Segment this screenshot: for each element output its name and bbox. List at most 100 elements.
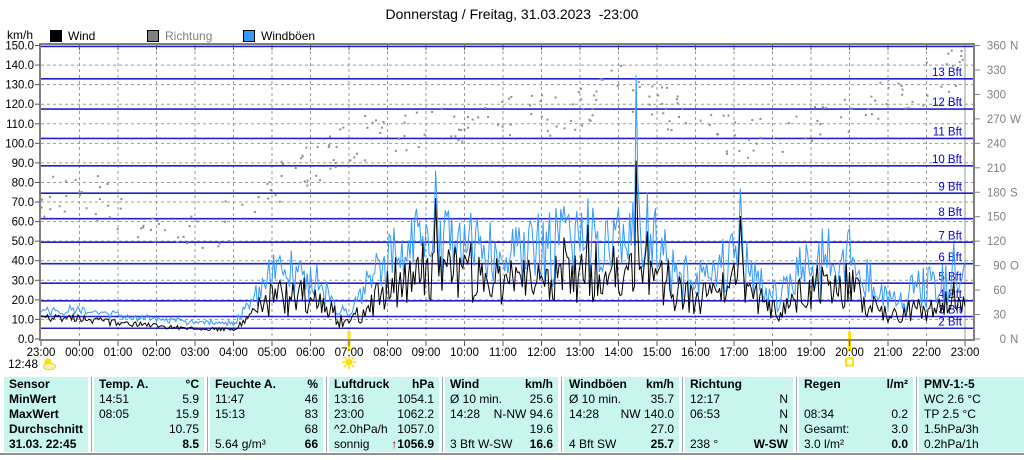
table-column-separator	[204, 377, 210, 452]
table-row-regen-3: 3.0 l/m² 0.0	[799, 437, 913, 452]
table-header-temp: Temp. A. °C	[94, 377, 204, 392]
deg-dir-270: W	[1010, 114, 1021, 126]
y-tick-20: 20.0	[12, 295, 34, 307]
y-tick-90: 90.0	[12, 158, 34, 170]
sunrise-sun-icon	[342, 355, 356, 369]
x-tick-19: 18:00	[758, 347, 787, 359]
bft-label-5: 5 Bft	[938, 271, 962, 283]
y-tick-110: 110.0	[6, 119, 34, 131]
table-row-temp-0: 14:51 5.9	[94, 392, 204, 407]
bft-label-13: 13 Bft	[932, 67, 963, 79]
x-tick-11: 10:00	[450, 347, 479, 359]
table-row-luftdruck-3: sonnig ↑1056.9	[329, 437, 439, 452]
cell-value: 66	[304, 437, 318, 451]
y-tick-30: 30.0	[12, 275, 34, 287]
table-row-temp-1: 08:05 15.9	[94, 407, 204, 422]
deg-tick-60: 60	[993, 285, 1006, 297]
table-column-separator	[558, 377, 564, 452]
x-tick-16: 15:00	[643, 347, 672, 359]
bft-label-2: 2 Bft	[938, 316, 962, 328]
table-row-pmv-1: TP 2.5 °C	[919, 407, 1024, 422]
table-col-luftdruck: Luftdruck hPa 13:16 1054.1 23:00 1062.2 ^2.0hP…	[329, 377, 439, 452]
table-row-sensor-3: 31.03. 22:45	[4, 437, 88, 452]
bft-label-7: 7 Bft	[938, 230, 962, 242]
y-tick-120: 120.0	[5, 99, 34, 111]
table-header-wind: Wind km/h	[445, 377, 558, 392]
bft-label-9: 9 Bft	[938, 181, 962, 193]
cell-label: MaxWert	[9, 407, 59, 421]
table-col-richtung: Richtung 12:17 N 06:53 N N 238 ° W-SW	[685, 377, 793, 452]
bft-label-12: 12 Bft	[932, 97, 963, 109]
x-tick-9: 08:00	[373, 347, 402, 359]
cell-value: 1054.1	[397, 392, 434, 406]
header-label: Temp. A.	[99, 377, 149, 391]
x-tick-22: 21:00	[874, 347, 903, 359]
table-row-richtung-1: 06:53 N	[685, 407, 793, 422]
deg-tick-180: 180	[987, 187, 1006, 199]
cell-value: 15.9	[175, 407, 199, 421]
x-tick-6: 05:00	[258, 347, 287, 359]
direction-legend-swatch	[147, 30, 159, 42]
cell-label: 14:51	[99, 392, 130, 406]
table-row-feuchte-2: 68	[210, 422, 323, 437]
wind-legend-swatch	[50, 30, 62, 42]
table-row-pmv-3: 0.2hPa/1h	[919, 437, 1024, 452]
bft-label-10: 10 Bft	[932, 154, 963, 166]
table-row-richtung-3: 238 ° W-SW	[685, 437, 793, 452]
x-tick-15: 14:00	[604, 347, 633, 359]
y-tick-10: 10.0	[12, 314, 34, 326]
sunshine-duration: 12:48	[8, 357, 56, 371]
cell-value: 1057.0	[397, 422, 434, 436]
deg-dir-0: N	[1010, 334, 1018, 346]
deg-tick-240: 240	[987, 138, 1006, 150]
deg-tick-330: 330	[987, 65, 1006, 77]
cell-label: 5.64 g/m³	[215, 437, 266, 451]
table-col-regen: Regen l/m² 08:34 0.2 Gesamt: 3.0 3.0 l/m² 0.0	[799, 377, 913, 452]
deg-dir-180: S	[1010, 187, 1018, 199]
table-col-windboeen: Windböen km/h Ø 10 min. 35.7 14:28 NW 140.0 27…	[564, 377, 679, 452]
cell-label: ^2.0hPa/h	[334, 422, 388, 436]
header-unit: km/h	[524, 377, 553, 391]
cell-value: 5.9	[182, 392, 199, 406]
cell-value: N-NW 94.6	[493, 407, 553, 421]
table-column-separator	[913, 377, 919, 452]
y-axis-unit-label: km/h	[7, 28, 34, 42]
cell-label: 08:34	[804, 407, 835, 421]
x-tick-2: 01:00	[104, 347, 133, 359]
y-tick-150: 150.0	[5, 41, 34, 53]
cell-label: 15:13	[215, 407, 246, 421]
sunset-square-icon	[845, 357, 854, 367]
table-col-wind: Wind km/h Ø 10 min. 25.6 14:28 N-NW 94.6 19.6 3…	[445, 377, 558, 452]
x-tick-10: 09:00	[412, 347, 441, 359]
table-column-separator	[439, 377, 445, 452]
cell-label: 14:28	[569, 407, 600, 421]
table-row-sensor-2: Durchschnitt	[4, 422, 88, 437]
deg-tick-270: 270	[987, 114, 1006, 126]
x-tick-4: 03:00	[181, 347, 210, 359]
table-row-regen-2: Gesamt: 3.0	[799, 422, 913, 437]
cell-value: N	[779, 392, 788, 406]
table-row-wind-3: 3 Bft W-SW 16.6	[445, 437, 558, 452]
table-column-separator	[88, 377, 94, 452]
cell-value: 0.0	[891, 437, 908, 451]
axes: 0.0 10.0 20.0 30.0 40.0 50.0 60.0 70.0 80.0 90.0 1…	[5, 41, 1021, 360]
table-row-feuchte-0: 11:47 46	[210, 392, 323, 407]
x-tick-18: 17:00	[720, 347, 749, 359]
x-tick-21: 20:00	[835, 347, 864, 359]
cell-label: 4 Bft SW	[569, 437, 617, 451]
table-row-regen-0	[799, 392, 913, 407]
cell-label: 14:28	[450, 407, 481, 421]
table-header-feuchte: Feuchte A.%	[210, 377, 323, 392]
cell-value: 68	[304, 422, 318, 436]
wind-legend-label: Wind	[68, 29, 96, 43]
x-tick-8: 07:00	[335, 347, 364, 359]
table-row-regen-1: 08:34 0.2	[799, 407, 913, 422]
x-tick-0: 23:00	[27, 347, 56, 359]
cell-value: 25.6	[529, 392, 553, 406]
x-tick-23: 22:00	[912, 347, 941, 359]
gust-legend-swatch	[243, 30, 255, 42]
table-header-regen: Regen l/m²	[799, 377, 913, 392]
cell-label: Ø 10 min.	[569, 392, 622, 406]
